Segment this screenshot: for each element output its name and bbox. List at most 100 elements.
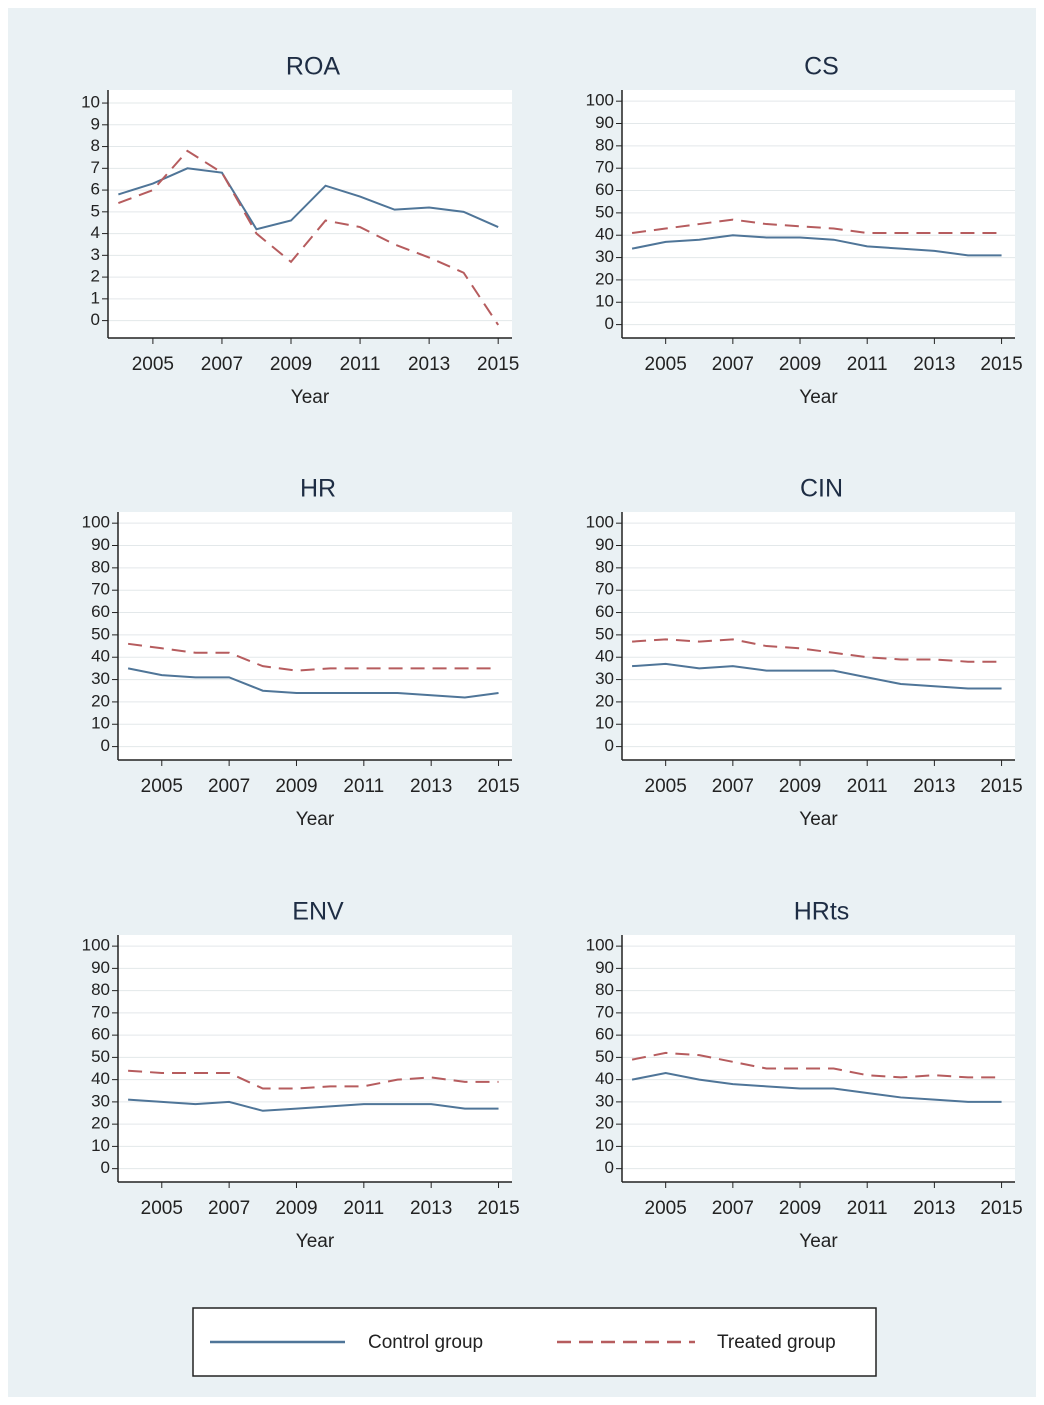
y-tick-label: 0 xyxy=(91,310,100,329)
x-tick-label: 2007 xyxy=(208,776,250,797)
series-line: Treated group xyxy=(631,218,1002,234)
plot-area xyxy=(118,512,512,760)
y-tick-label: 70 xyxy=(595,580,614,599)
x-tick-label: 2009 xyxy=(779,1198,821,1219)
x-tick-label: 2009 xyxy=(779,776,821,797)
x-tick-label: 2005 xyxy=(645,354,687,375)
y-tick-label: 60 xyxy=(595,180,614,199)
y-tick-label: 90 xyxy=(595,958,614,977)
plot-area xyxy=(108,90,512,338)
x-tick-label: 2005 xyxy=(645,776,687,797)
x-tick-label: 2015 xyxy=(980,776,1022,797)
y-tick-label: 100 xyxy=(586,91,614,110)
y-tick-label: 40 xyxy=(595,225,614,244)
y-tick-label: 30 xyxy=(595,1091,614,1110)
y-tick-label: 8 xyxy=(91,136,100,155)
y-tick-label: 20 xyxy=(91,691,110,710)
y-tick-label: 90 xyxy=(91,535,110,554)
x-tick-label: 2009 xyxy=(270,354,312,375)
x-tick-label: 2013 xyxy=(913,776,955,797)
y-tick-label: 40 xyxy=(91,1069,110,1088)
x-axis-label: Year xyxy=(799,809,838,830)
y-tick-label: 5 xyxy=(91,201,100,220)
y-tick-label: 50 xyxy=(91,624,110,643)
x-axis-label: Year xyxy=(799,1231,838,1252)
y-tick-label: 50 xyxy=(91,1047,110,1066)
y-tick-label: 60 xyxy=(595,1025,614,1044)
x-tick-label: 2013 xyxy=(410,776,452,797)
x-axis-label: Year xyxy=(296,1231,335,1252)
y-tick-label: 70 xyxy=(91,1002,110,1021)
x-tick-label: 2005 xyxy=(141,776,183,797)
x-tick-label: 2007 xyxy=(712,354,754,375)
y-tick-label: 10 xyxy=(91,1136,110,1155)
legend-label: Treated group xyxy=(717,1332,836,1353)
y-tick-label: 10 xyxy=(595,292,614,311)
y-tick-label: 20 xyxy=(595,1114,614,1133)
y-tick-label: 70 xyxy=(595,1002,614,1021)
y-tick-label: 70 xyxy=(91,580,110,599)
series-line: Treated group xyxy=(631,1051,1002,1079)
x-tick-label: 2011 xyxy=(847,776,888,797)
y-tick-label: 60 xyxy=(91,1025,110,1044)
x-tick-label: 2011 xyxy=(847,354,888,375)
y-tick-label: 0 xyxy=(605,314,614,333)
y-tick-label: 80 xyxy=(91,557,110,576)
y-tick-label: 90 xyxy=(595,113,614,132)
y-tick-label: 0 xyxy=(101,1158,110,1177)
series-line: Control group xyxy=(631,1071,1002,1103)
y-tick-label: 60 xyxy=(595,602,614,621)
x-axis-label: Year xyxy=(291,387,330,408)
y-tick-label: 40 xyxy=(91,647,110,666)
y-tick-label: 30 xyxy=(595,247,614,266)
y-tick-label: 6 xyxy=(91,180,100,199)
y-tick-label: 20 xyxy=(91,1114,110,1133)
y-tick-label: 30 xyxy=(91,669,110,688)
x-tick-label: 2011 xyxy=(847,1198,888,1219)
x-tick-label: 2007 xyxy=(208,1198,250,1219)
chart-title: CS xyxy=(804,53,839,81)
y-tick-label: 100 xyxy=(586,513,614,532)
x-tick-label: 2015 xyxy=(477,1198,519,1219)
x-tick-label: 2009 xyxy=(779,354,821,375)
y-tick-label: 0 xyxy=(101,736,110,755)
series-line: Control group xyxy=(127,667,499,699)
y-tick-label: 30 xyxy=(595,669,614,688)
x-tick-label: 2015 xyxy=(980,1198,1022,1219)
series-line: Treated group xyxy=(127,642,499,672)
y-tick-label: 10 xyxy=(595,1136,614,1155)
y-tick-label: 80 xyxy=(595,135,614,154)
plot-area xyxy=(622,512,1015,760)
series-line: Treated group xyxy=(128,1069,499,1090)
y-tick-label: 30 xyxy=(91,1091,110,1110)
y-tick-label: 100 xyxy=(82,936,110,955)
x-tick-label: 2015 xyxy=(477,776,519,797)
plot-area xyxy=(622,90,1015,338)
y-tick-label: 0 xyxy=(605,1158,614,1177)
y-tick-label: 50 xyxy=(595,624,614,643)
legend-label: Control group xyxy=(368,1332,483,1353)
y-tick-label: 1 xyxy=(91,288,100,307)
y-tick-label: 10 xyxy=(595,714,614,733)
x-tick-label: 2009 xyxy=(275,776,317,797)
x-tick-label: 2011 xyxy=(340,354,381,375)
chart-title: HRts xyxy=(794,898,850,926)
x-tick-label: 2015 xyxy=(980,354,1022,375)
y-tick-label: 9 xyxy=(91,114,100,133)
x-axis-label: Year xyxy=(799,387,838,408)
y-tick-label: 40 xyxy=(595,647,614,666)
x-tick-label: 2013 xyxy=(913,354,955,375)
x-tick-label: 2007 xyxy=(712,1198,754,1219)
y-tick-label: 70 xyxy=(595,158,614,177)
x-tick-label: 2005 xyxy=(132,354,174,375)
y-tick-label: 20 xyxy=(595,269,614,288)
x-tick-label: 2005 xyxy=(645,1198,687,1219)
series-line xyxy=(118,149,500,326)
series-line: Treated group xyxy=(632,638,1002,663)
y-tick-label: 50 xyxy=(595,1047,614,1066)
y-tick-label: 60 xyxy=(91,602,110,621)
x-tick-label: 2007 xyxy=(712,776,754,797)
x-tick-label: 2009 xyxy=(275,1198,317,1219)
x-axis-label: Year xyxy=(296,809,335,830)
